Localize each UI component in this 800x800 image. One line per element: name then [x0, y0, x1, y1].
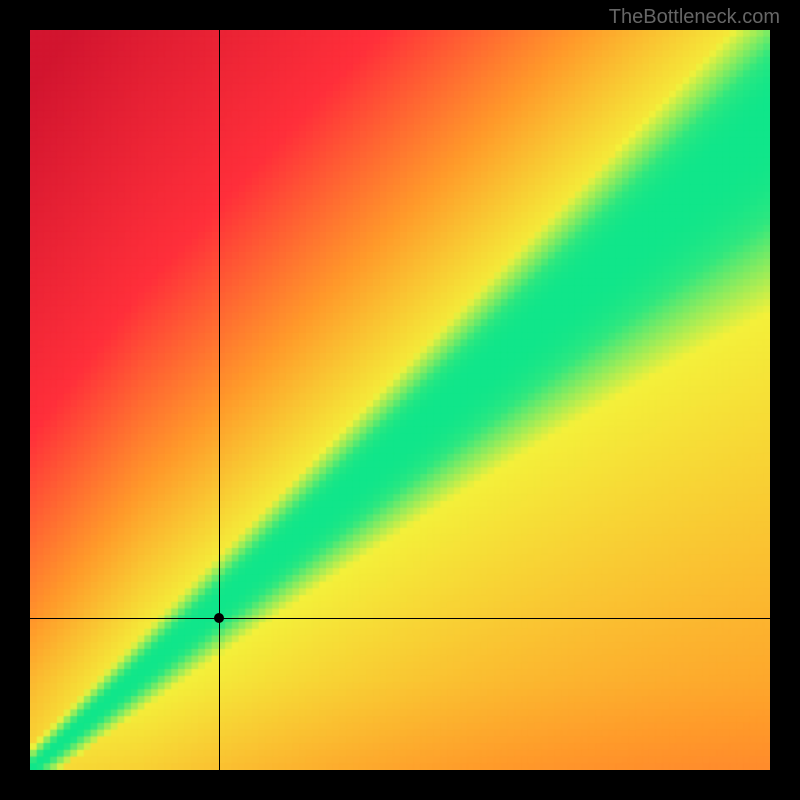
plot-area [30, 30, 770, 770]
crosshair-horizontal [30, 618, 770, 619]
crosshair-marker [214, 613, 224, 623]
heatmap-canvas [30, 30, 770, 770]
watermark-text: TheBottleneck.com [609, 6, 780, 29]
crosshair-vertical [219, 30, 220, 770]
